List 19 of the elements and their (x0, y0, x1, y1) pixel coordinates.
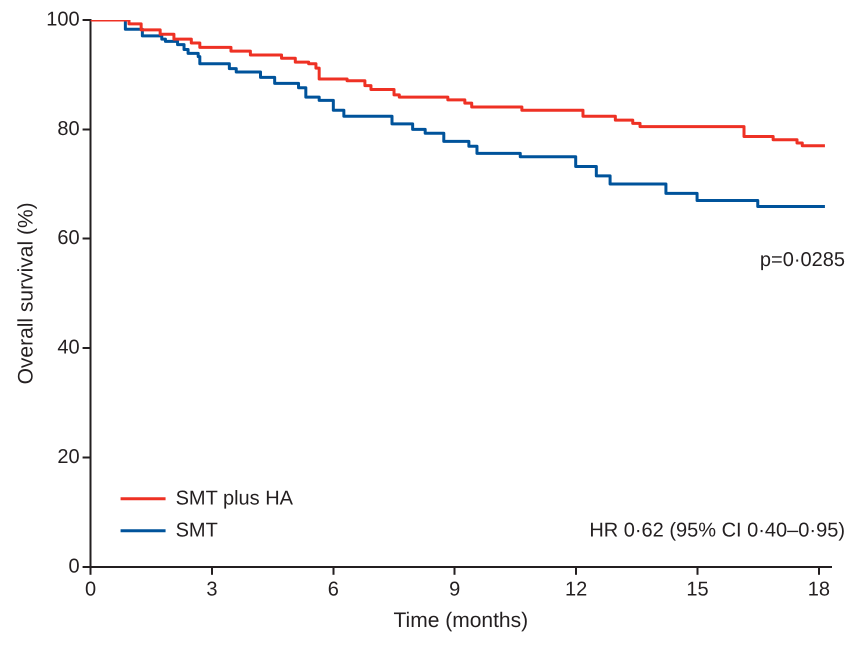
y-tick-label: 40 (57, 336, 80, 359)
x-tick-label: 15 (686, 578, 709, 600)
x-tick-label: 9 (449, 578, 460, 600)
y-tick-label: 0 (68, 555, 80, 578)
legend-label: SMT (176, 519, 218, 542)
y-tick-label: 100 (46, 8, 80, 31)
x-tick-label: 3 (206, 578, 218, 600)
annotation: HR 0·62 (95% CI 0·40–0·95) (589, 519, 845, 542)
x-tick-label: 6 (328, 578, 339, 600)
legend-label: SMT plus HA (176, 487, 294, 510)
y-axis-title: Overall survival (%) (14, 202, 38, 384)
x-tick-label: 12 (564, 578, 588, 600)
annotation: p=0·0285 (760, 249, 845, 272)
x-tick-label: 18 (808, 578, 830, 600)
y-tick-label: 80 (57, 118, 80, 140)
y-tick-label: 60 (57, 227, 80, 250)
x-axis-title: Time (months) (393, 609, 528, 632)
y-tick-label: 20 (57, 446, 80, 468)
x-tick-label: 0 (85, 578, 96, 600)
